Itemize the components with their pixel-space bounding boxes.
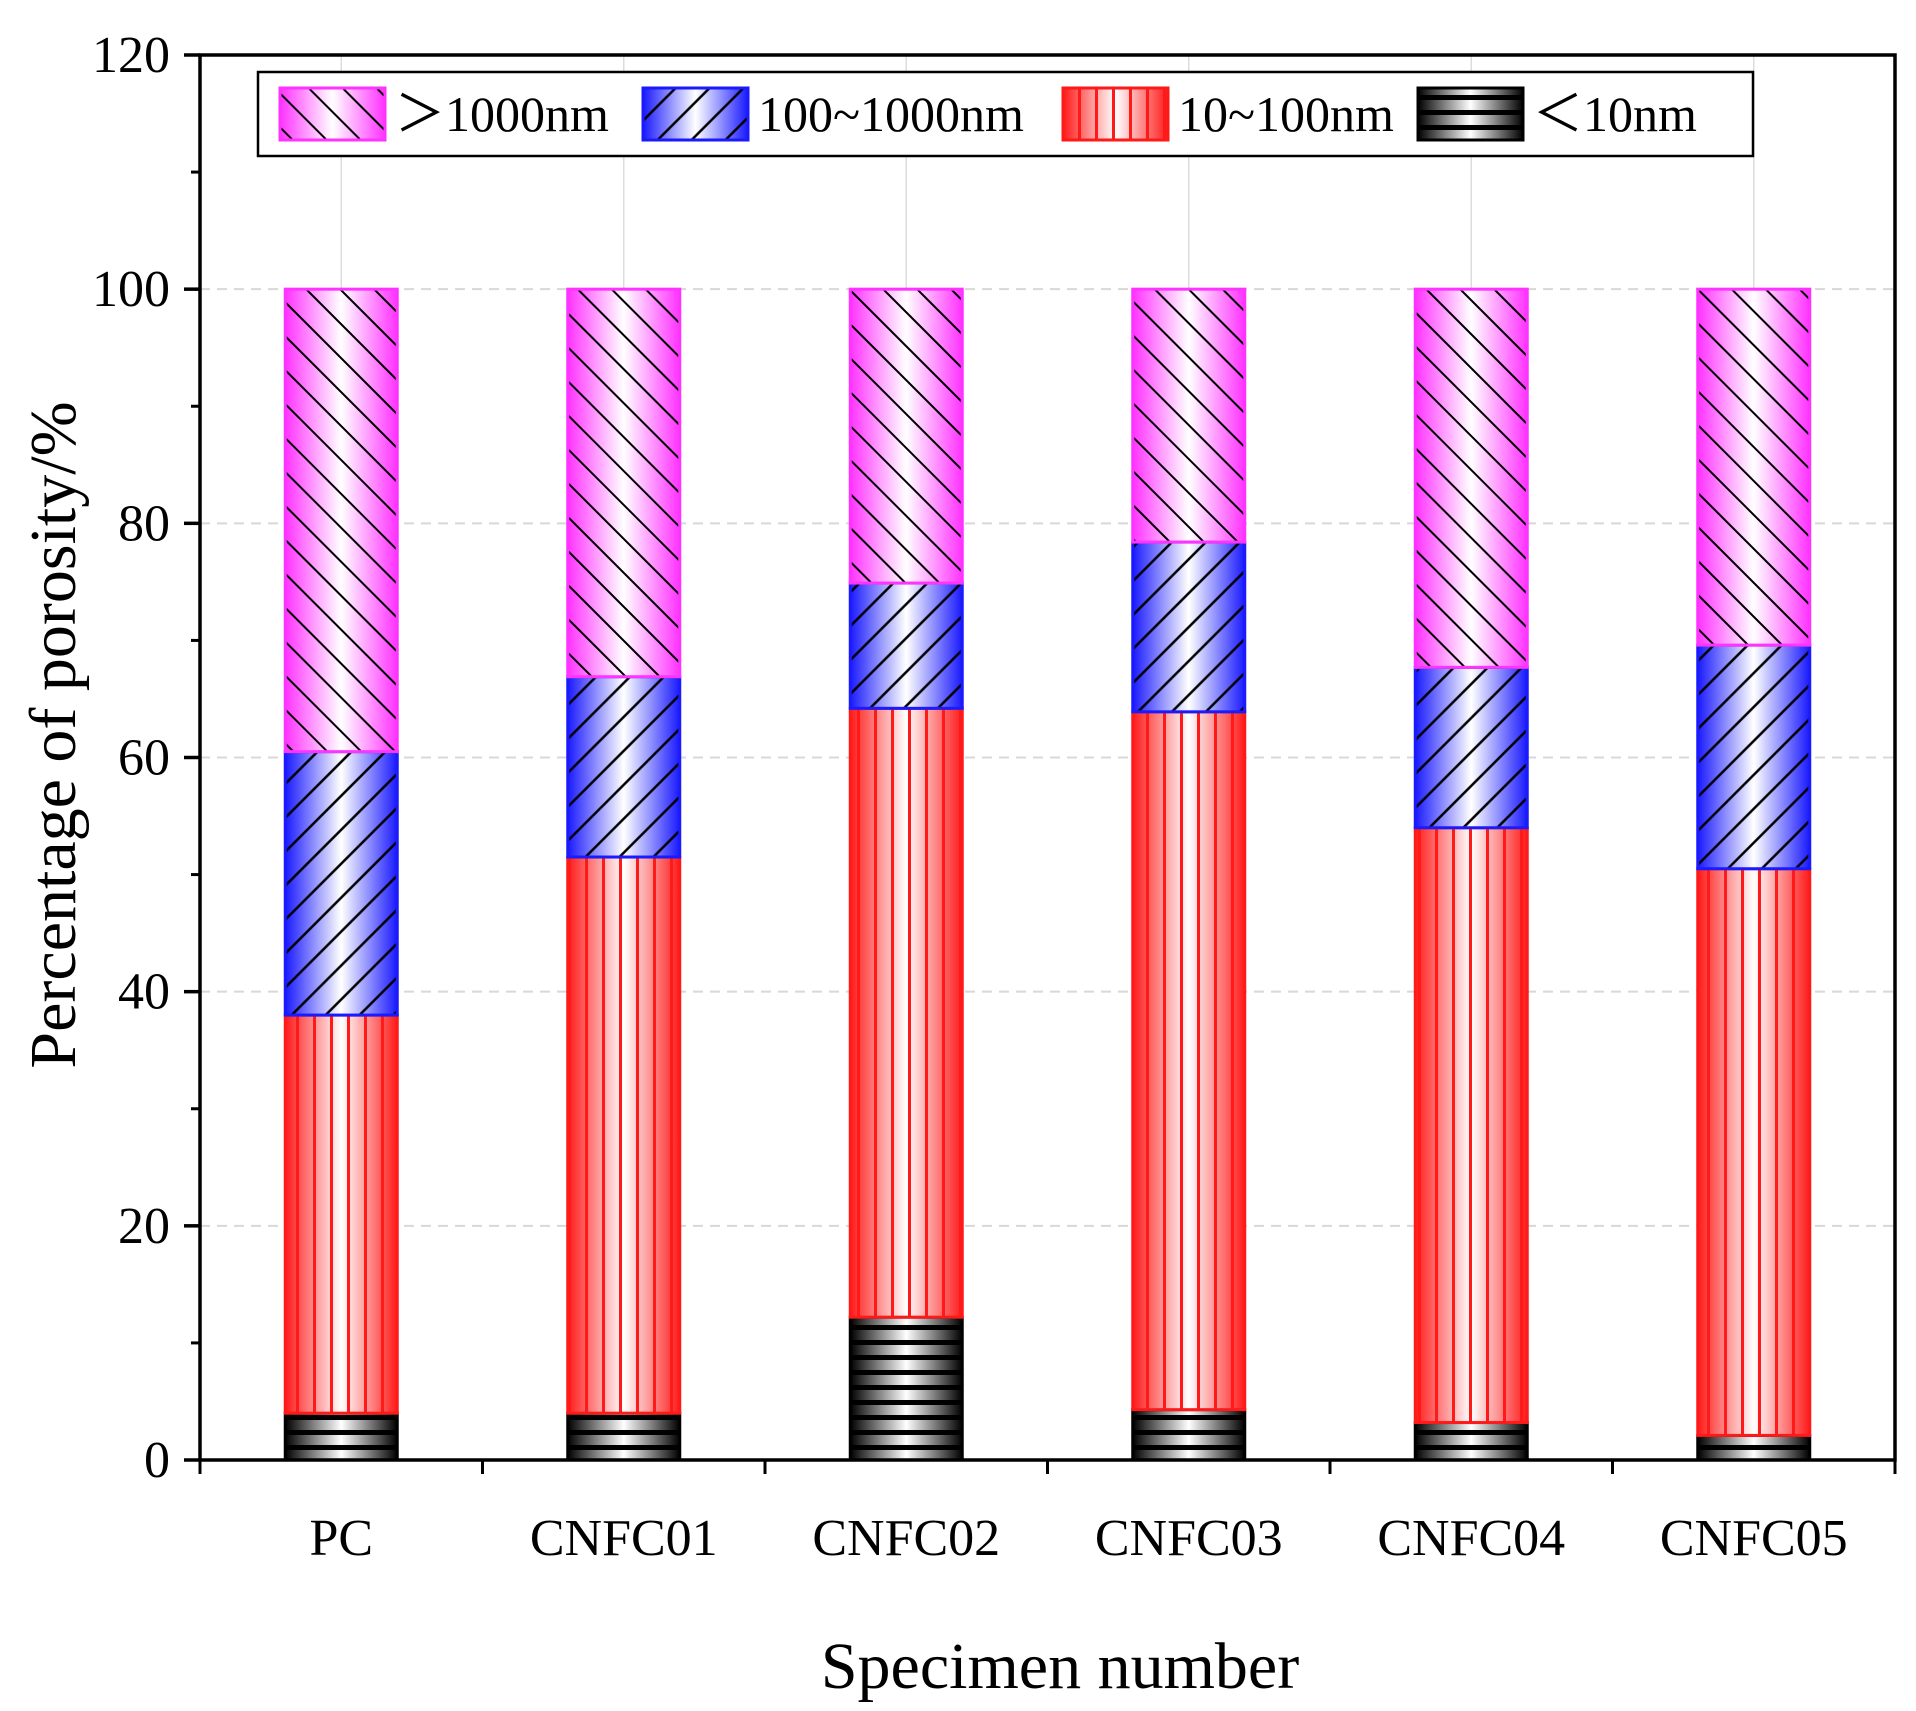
- legend-item: 100~1000nm: [641, 86, 1024, 142]
- y-tick-label: 120: [92, 27, 170, 84]
- bar-hatch: [850, 708, 963, 1318]
- legend-label: 100~1000nm: [758, 86, 1024, 142]
- legend-label: 10~100nm: [1178, 86, 1394, 142]
- bar-segment-cnfc03-slash: [1131, 287, 1247, 544]
- legend-label: ＞1000nm: [395, 86, 609, 142]
- bar-segment-cnfc01-backslash: [566, 675, 682, 859]
- legend-swatch-outline: [641, 86, 750, 142]
- bar-segment-cnfc01-slash: [566, 287, 682, 679]
- bar-hatch: [567, 857, 680, 1414]
- bar-segment-cnfc02-vertical: [848, 706, 964, 1319]
- bar-segment-cnfc02-slash: [848, 287, 964, 585]
- bar-outline: [1131, 287, 1247, 544]
- bar-hatch: [1132, 289, 1245, 543]
- bar-hatch: [1132, 542, 1245, 712]
- bar-hatch: [1697, 645, 1810, 869]
- legend-swatch-hatch: [643, 88, 748, 140]
- bar-segment-cnfc05-backslash: [1696, 643, 1812, 871]
- legend-swatch-outline: [1061, 86, 1170, 142]
- bar-segment-pc-vertical: [283, 1013, 399, 1415]
- bar-segment-cnfc03-backslash: [1131, 540, 1247, 714]
- bar-segment-cnfc02-horizontal: [848, 1315, 964, 1462]
- bar-segment-cnfc01-horizontal: [566, 1411, 682, 1462]
- bar-hatch: [567, 676, 680, 858]
- legend-item: 10~100nm: [1061, 86, 1394, 142]
- legend-swatch-outline: [1416, 86, 1525, 142]
- bar-segment-cnfc02-backslash: [848, 581, 964, 710]
- bar-outline: [1413, 287, 1529, 669]
- y-tick-label: 100: [92, 261, 170, 318]
- bar-hatch: [285, 1015, 398, 1414]
- x-tick-label: CNFC05: [1660, 1510, 1848, 1567]
- bar-segment-cnfc05-slash: [1696, 287, 1812, 647]
- legend-item: ＞1000nm: [278, 86, 609, 142]
- legend-swatch-hatch: [280, 88, 385, 140]
- bar-segment-pc-backslash: [283, 750, 399, 1017]
- bar-outline: [1696, 287, 1812, 647]
- bar-hatch: [1415, 289, 1528, 668]
- bar-hatch: [285, 751, 398, 1016]
- bar-hatch: [1697, 868, 1810, 1436]
- legend-item: ＜10nm: [1416, 86, 1697, 142]
- grid-lines: [200, 55, 1895, 1460]
- bar-segment-cnfc04-slash: [1413, 287, 1529, 669]
- bar-hatch: [1415, 827, 1528, 1423]
- legend-swatch-hatch: [1063, 88, 1168, 140]
- bar-hatch: [1697, 1435, 1810, 1460]
- bar-hatch: [1415, 1422, 1528, 1460]
- legend-swatch-hatch: [1418, 88, 1523, 140]
- legend-swatch-outline: [278, 86, 387, 142]
- bar-outline: [566, 287, 682, 679]
- x-axis-title: Specimen number: [821, 1630, 1299, 1703]
- y-tick-label: 0: [144, 1432, 170, 1489]
- bar-segment-cnfc05-horizontal: [1696, 1433, 1812, 1462]
- bar-hatch: [1415, 667, 1528, 828]
- bars: [283, 287, 1812, 1462]
- bar-segment-cnfc05-vertical: [1696, 867, 1812, 1437]
- bar-segment-cnfc03-vertical: [1131, 710, 1247, 1412]
- y-tick-label: 60: [118, 730, 170, 787]
- bar-hatch: [1132, 711, 1245, 1410]
- bar-hatch: [567, 289, 680, 677]
- x-tick-label: CNFC03: [1095, 1510, 1283, 1567]
- plot-frame: [198, 53, 1897, 1462]
- bar-segment-cnfc04-backslash: [1413, 665, 1529, 830]
- legend-label: ＜10nm: [1533, 86, 1697, 142]
- y-axis-title: Percentage of porosity/%: [17, 401, 90, 1068]
- bar-hatch: [285, 1413, 398, 1460]
- bar-segment-pc-slash: [283, 287, 399, 754]
- y-tick-label: 40: [118, 964, 170, 1021]
- bar-hatch: [285, 289, 398, 752]
- y-tick-label: 80: [118, 495, 170, 552]
- bar-segment-cnfc03-horizontal: [1131, 1408, 1247, 1462]
- bar-segment-cnfc01-vertical: [566, 855, 682, 1415]
- bar-outline: [848, 287, 964, 585]
- y-tick-label: 20: [118, 1198, 170, 1255]
- bar-hatch: [1697, 289, 1810, 646]
- bar-outline: [283, 287, 399, 754]
- x-tick-label: CNFC02: [812, 1510, 1000, 1567]
- x-tick-label: PC: [309, 1510, 373, 1567]
- x-tick-label: CNFC01: [530, 1510, 718, 1567]
- bar-hatch: [1132, 1409, 1245, 1460]
- bar-hatch: [850, 289, 963, 584]
- legend: ＞1000nm 100~1000nm 10~100nm ＜10nm: [256, 70, 1755, 158]
- axes: [184, 53, 1897, 1474]
- bar-segment-cnfc04-horizontal: [1413, 1421, 1529, 1462]
- bar-segment-cnfc04-vertical: [1413, 826, 1529, 1425]
- bar-segment-pc-horizontal: [283, 1411, 399, 1462]
- bar-hatch: [850, 1317, 963, 1460]
- bar-hatch: [850, 583, 963, 709]
- tick-labels: PC CNFC01 CNFC02 CNFC03 CNFC04 CNFC05 0 20 40 60 8…: [92, 27, 1848, 1567]
- bar-hatch: [567, 1413, 680, 1460]
- x-tick-label: CNFC04: [1377, 1510, 1565, 1567]
